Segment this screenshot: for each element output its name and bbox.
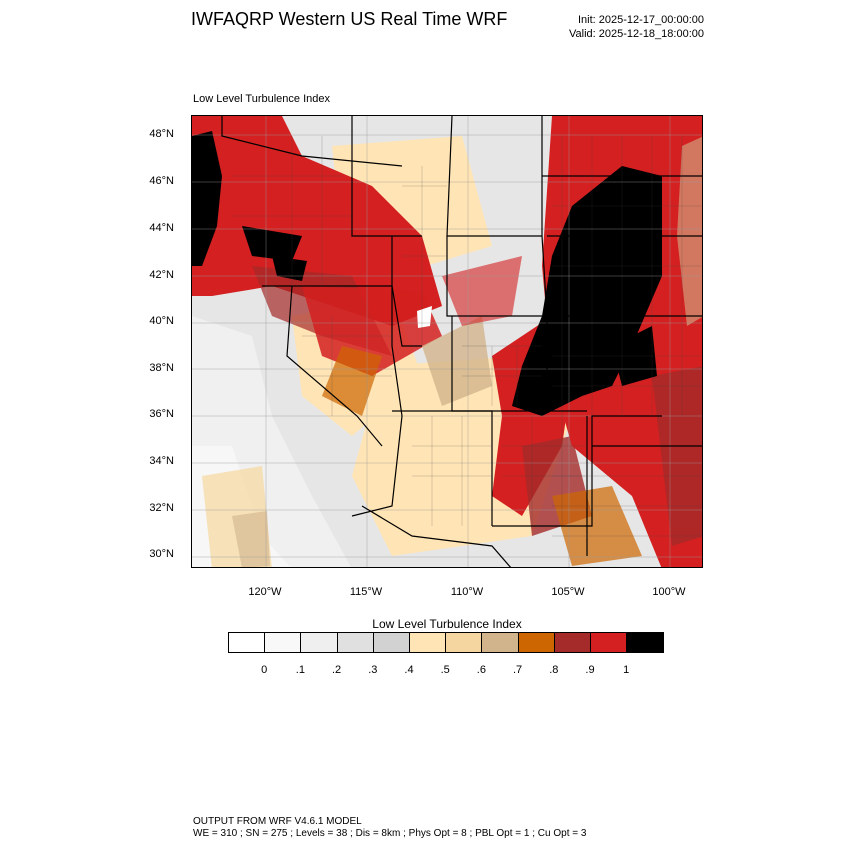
valid-time: Valid: 2025-12-18_18:00:00 [569, 28, 704, 40]
footer-config: WE = 310 ; SN = 275 ; Levels = 38 ; Dis … [193, 828, 587, 839]
colorbar-tick-label: .1 [295, 664, 305, 676]
colorbar-tick-label: .8 [549, 664, 559, 676]
nevada-red [302, 286, 442, 376]
colorbar-swatch [518, 633, 555, 652]
colorbar-tick-label: .3 [368, 664, 378, 676]
lat-label: 46°N [149, 175, 174, 187]
baja-brown [232, 511, 270, 567]
colorbar-tick-label: .4 [404, 664, 414, 676]
lat-label: 38°N [149, 362, 174, 374]
county-lines [232, 136, 702, 537]
colorbar-swatch [409, 633, 447, 652]
lon-label: 100°W [652, 586, 686, 598]
graticule [192, 116, 702, 567]
lat-label: 32°N [149, 502, 174, 514]
lat-label: 36°N [149, 408, 174, 420]
colorbar-tick-label: .2 [332, 664, 342, 676]
utah-tan [422, 316, 492, 406]
footer-model: OUTPUT FROM WRF V4.6.1 MODEL [193, 816, 362, 827]
lat-label: 42°N [149, 269, 174, 281]
northwest-red [192, 116, 442, 326]
colorbar [228, 632, 665, 653]
colorbar-swatch [627, 633, 664, 652]
colorbar-title: Low Level Turbulence Index [372, 617, 522, 631]
colorbar-swatch [554, 633, 591, 652]
wyoming-red [442, 256, 522, 326]
oregon-black [242, 226, 302, 261]
time-info: Init: 2025-12-17_00:00:00 Valid: 2025-12… [569, 13, 704, 41]
colorbar-tick-label: .9 [585, 664, 595, 676]
colorbar-swatch [337, 633, 374, 652]
colorbar-tick-label: .5 [440, 664, 450, 676]
colorbar-swatch [590, 633, 628, 652]
coast-black [192, 131, 222, 266]
lat-label: 34°N [149, 455, 174, 467]
colorbar-swatch [229, 633, 266, 652]
colorbar-tick-label: 1 [623, 664, 630, 676]
colorbar-tick-label: 0 [261, 664, 268, 676]
lat-label: 30°N [149, 548, 174, 560]
colorbar-tick-label: .6 [476, 664, 486, 676]
field-label: Low Level Turbulence Index [193, 93, 330, 105]
plains-darkred [652, 366, 702, 546]
model-footer: OUTPUT FROM WRF V4.6.1 MODEL WE = 310 ; … [193, 816, 586, 840]
lat-label: 40°N [149, 315, 174, 327]
colorbar-swatch [373, 633, 410, 652]
colorbar-swatch [265, 633, 302, 652]
plains-tan-edge [677, 136, 702, 326]
turbulence-map [192, 116, 702, 567]
lat-label: 44°N [149, 222, 174, 234]
lon-label: 115°W [349, 586, 383, 598]
great-salt-lake [417, 306, 432, 328]
lon-label: 105°W [551, 586, 585, 598]
lon-label: 120°W [248, 586, 282, 598]
map-panel [191, 115, 703, 568]
plot-title: IWFAQRP Western US Real Time WRF [191, 9, 508, 29]
colorbar-swatch [301, 633, 338, 652]
state-boundaries [221, 116, 702, 567]
init-time: Init: 2025-12-17_00:00:00 [578, 14, 704, 26]
lon-label: 110°W [450, 586, 484, 598]
oregon-black-2 [272, 256, 307, 281]
lat-label: 48°N [149, 128, 174, 140]
colorbar-swatch [446, 633, 483, 652]
colorbar-swatch [482, 633, 519, 652]
colorbar-tick-label: .7 [513, 664, 523, 676]
